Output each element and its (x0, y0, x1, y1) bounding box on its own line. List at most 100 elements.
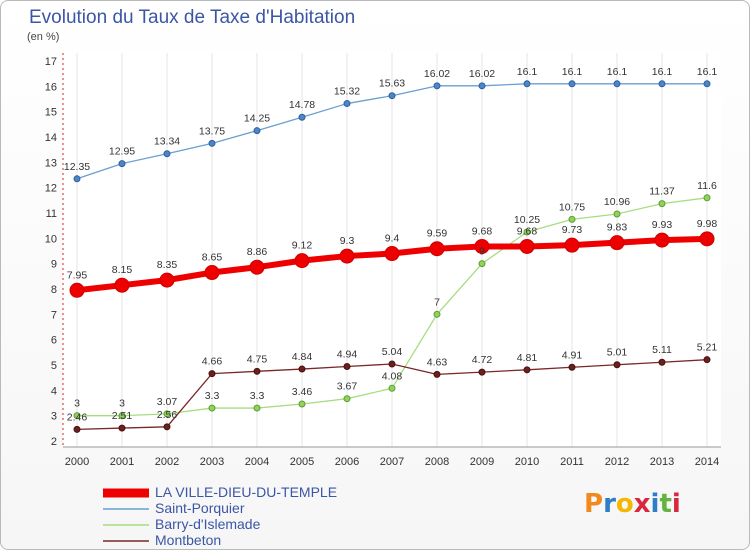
data-label: 3.67 (337, 381, 358, 393)
legend-label: Saint-Porquier (155, 500, 245, 516)
x-tick-label: 2007 (380, 456, 404, 468)
data-label: 3 (119, 398, 125, 410)
data-point (613, 361, 621, 369)
data-point (568, 215, 576, 223)
data-label: 2.46 (67, 411, 88, 423)
data-point (208, 370, 216, 378)
x-tick-label: 2009 (470, 456, 494, 468)
data-point (658, 80, 666, 88)
legend-label: Barry-d'Islemade (155, 516, 261, 532)
y-tick-label: 14 (45, 132, 57, 144)
y-unit-label: (en %) (27, 31, 60, 43)
data-point (523, 228, 531, 236)
data-point (388, 92, 396, 100)
data-label: 9.93 (652, 219, 673, 231)
data-point (433, 370, 441, 378)
data-label: 5.04 (382, 346, 403, 358)
data-point (163, 150, 171, 158)
y-tick-label: 3 (51, 411, 57, 423)
data-label: 9.68 (517, 225, 538, 237)
data-point (73, 425, 81, 433)
data-label: 9 (479, 246, 485, 258)
data-point (73, 175, 81, 183)
data-point (208, 139, 216, 147)
data-point (609, 235, 625, 251)
data-label: 16.02 (469, 68, 495, 80)
logo-letter: i (650, 489, 660, 519)
data-label: 4.08 (382, 370, 403, 382)
data-label: 8.86 (247, 246, 268, 258)
x-tick-label: 2001 (110, 456, 134, 468)
data-label: 8.65 (202, 252, 223, 264)
data-label: 3.3 (250, 390, 265, 402)
legend-swatch-green (103, 524, 149, 526)
legend-label: LA VILLE-DIEU-DU-TEMPLE (155, 484, 338, 500)
data-label: 15.32 (334, 86, 360, 98)
data-label: 4.91 (562, 349, 583, 361)
data-point (69, 282, 85, 298)
data-label: 13.75 (199, 125, 225, 137)
data-label: 16.1 (562, 66, 583, 78)
data-point (249, 259, 265, 275)
data-label: 9.68 (472, 225, 493, 237)
y-tick-label: 8 (51, 284, 57, 296)
data-point (388, 384, 396, 392)
data-label: 12.35 (64, 161, 90, 173)
data-point (523, 366, 531, 374)
data-point (118, 424, 126, 432)
data-point (343, 100, 351, 108)
x-tick-label: 2010 (515, 456, 539, 468)
y-tick-label: 16 (45, 81, 57, 93)
logo-letter: x (633, 489, 651, 519)
data-label: 9.4 (385, 233, 400, 245)
y-tick-label: 7 (51, 309, 57, 321)
data-label: 11.6 (697, 180, 717, 192)
data-point (388, 360, 396, 368)
data-label: 9.3 (340, 235, 355, 247)
y-tick-label: 11 (46, 208, 57, 220)
data-point (253, 127, 261, 135)
data-point (613, 80, 621, 88)
x-tick-label: 2011 (560, 456, 584, 468)
data-label: 16.1 (652, 66, 673, 78)
x-tick-label: 2012 (605, 456, 629, 468)
data-point (433, 82, 441, 90)
logo-letter: i (671, 489, 681, 519)
data-label: 5.11 (652, 344, 672, 356)
data-label: 3.3 (205, 390, 220, 402)
x-tick-label: 2013 (650, 456, 674, 468)
data-point (298, 365, 306, 373)
data-label: 10.75 (559, 201, 585, 213)
data-label: 11.37 (649, 186, 675, 198)
legend-swatch-brown (103, 540, 149, 542)
data-label: 2.56 (157, 409, 178, 421)
data-point (73, 412, 81, 420)
legend-swatch-blue (103, 508, 149, 510)
data-label: 16.02 (424, 68, 450, 80)
data-point (253, 367, 261, 375)
data-point (339, 248, 355, 264)
data-label: 5.01 (607, 347, 628, 359)
data-point (658, 200, 666, 208)
data-point (568, 363, 576, 371)
data-label: 3.07 (157, 396, 178, 408)
logo-letter: o (615, 489, 634, 519)
data-label: 14.25 (244, 113, 270, 125)
data-point (523, 80, 531, 88)
data-point (433, 310, 441, 318)
data-label: 12.95 (109, 146, 135, 158)
data-point (114, 277, 130, 293)
x-tick-label: 2006 (335, 456, 359, 468)
data-point (658, 358, 666, 366)
data-point (384, 246, 400, 262)
data-label: 13.34 (154, 136, 180, 148)
y-tick-label: 15 (45, 107, 57, 119)
data-label: 3.46 (292, 386, 313, 398)
data-label: 3 (74, 398, 80, 410)
data-label: 4.72 (472, 354, 493, 366)
data-point (204, 265, 220, 281)
x-tick-label: 2005 (290, 456, 314, 468)
data-label: 16.1 (607, 66, 628, 78)
x-tick-label: 2014 (695, 456, 719, 468)
